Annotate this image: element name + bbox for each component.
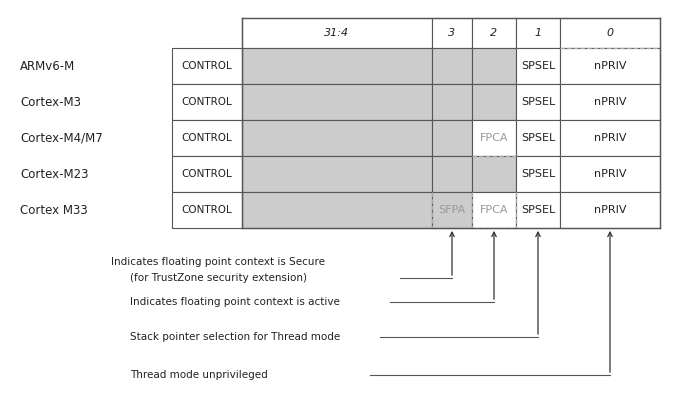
Bar xyxy=(516,84,560,120)
Text: CONTROL: CONTROL xyxy=(181,205,233,215)
Bar xyxy=(560,48,660,84)
Bar xyxy=(472,48,516,84)
Text: nPRIV: nPRIV xyxy=(594,205,626,215)
Text: SPSEL: SPSEL xyxy=(521,61,555,71)
Text: 31:4: 31:4 xyxy=(325,28,350,38)
Text: ARMv6-M: ARMv6-M xyxy=(20,59,75,72)
Bar xyxy=(432,192,472,228)
Bar xyxy=(432,120,472,156)
Text: FPCA: FPCA xyxy=(479,133,508,143)
Bar xyxy=(560,192,660,228)
Text: SPSEL: SPSEL xyxy=(521,205,555,215)
Bar xyxy=(516,156,560,192)
Text: Thread mode unprivileged: Thread mode unprivileged xyxy=(130,370,268,380)
Text: nPRIV: nPRIV xyxy=(594,133,626,143)
Bar xyxy=(432,120,472,156)
Bar xyxy=(242,156,432,192)
Bar xyxy=(472,18,516,48)
Text: 2: 2 xyxy=(490,28,498,38)
Bar xyxy=(242,192,432,228)
Bar xyxy=(432,48,472,84)
Bar xyxy=(472,84,516,120)
Bar xyxy=(516,120,560,156)
Text: CONTROL: CONTROL xyxy=(181,133,233,143)
Bar xyxy=(172,120,242,156)
Bar xyxy=(432,192,472,228)
Bar xyxy=(242,48,432,84)
Bar xyxy=(516,192,560,228)
Bar xyxy=(560,156,660,192)
Bar xyxy=(432,18,472,48)
Text: SPSEL: SPSEL xyxy=(521,169,555,179)
Bar xyxy=(516,84,560,120)
Bar xyxy=(242,192,432,228)
Text: Indicates floating point context is active: Indicates floating point context is acti… xyxy=(130,297,340,307)
Bar xyxy=(432,156,472,192)
Bar xyxy=(472,120,516,156)
Bar xyxy=(242,84,432,120)
Bar xyxy=(432,84,472,120)
Bar xyxy=(242,120,432,156)
Bar xyxy=(242,120,432,156)
Bar xyxy=(560,120,660,156)
Text: 3: 3 xyxy=(449,28,456,38)
Bar xyxy=(560,18,660,48)
Bar xyxy=(560,120,660,156)
Text: CONTROL: CONTROL xyxy=(181,61,233,71)
Text: 0: 0 xyxy=(606,28,614,38)
Bar xyxy=(432,156,472,192)
Text: Cortex-M4/M7: Cortex-M4/M7 xyxy=(20,132,103,144)
Text: nPRIV: nPRIV xyxy=(594,97,626,107)
Bar xyxy=(432,48,472,84)
Bar xyxy=(516,18,560,48)
Bar xyxy=(472,84,516,120)
Text: CONTROL: CONTROL xyxy=(181,169,233,179)
Bar xyxy=(172,192,242,228)
Text: SPSEL: SPSEL xyxy=(521,97,555,107)
Bar xyxy=(560,48,660,84)
Bar xyxy=(242,48,432,84)
Text: SFPA: SFPA xyxy=(439,205,466,215)
Bar xyxy=(242,156,432,192)
Bar xyxy=(242,84,432,120)
Bar xyxy=(472,192,516,228)
Bar xyxy=(472,156,516,192)
Bar xyxy=(516,192,560,228)
Bar xyxy=(560,84,660,120)
Bar xyxy=(172,84,242,120)
Text: SPSEL: SPSEL xyxy=(521,133,555,143)
Bar xyxy=(516,48,560,84)
Text: nPRIV: nPRIV xyxy=(594,169,626,179)
Bar xyxy=(472,48,516,84)
Text: 1: 1 xyxy=(535,28,542,38)
Bar xyxy=(472,192,516,228)
Bar xyxy=(472,120,516,156)
Bar xyxy=(560,156,660,192)
Text: Cortex M33: Cortex M33 xyxy=(20,204,88,216)
Bar xyxy=(242,18,432,48)
Text: nPRIV: nPRIV xyxy=(594,61,626,71)
Bar xyxy=(472,156,516,192)
Bar xyxy=(432,84,472,120)
Bar xyxy=(172,48,242,84)
Text: Stack pointer selection for Thread mode: Stack pointer selection for Thread mode xyxy=(130,332,340,342)
Text: (for TrustZone security extension): (for TrustZone security extension) xyxy=(130,273,306,283)
Text: Cortex-M3: Cortex-M3 xyxy=(20,95,81,108)
Bar xyxy=(172,156,242,192)
Bar xyxy=(516,120,560,156)
Text: Indicates floating point context is Secure: Indicates floating point context is Secu… xyxy=(111,257,325,267)
Bar xyxy=(560,192,660,228)
Bar xyxy=(560,84,660,120)
Text: FPCA: FPCA xyxy=(479,205,508,215)
Text: CONTROL: CONTROL xyxy=(181,97,233,107)
Bar xyxy=(516,156,560,192)
Bar xyxy=(516,48,560,84)
Text: Cortex-M23: Cortex-M23 xyxy=(20,168,89,180)
